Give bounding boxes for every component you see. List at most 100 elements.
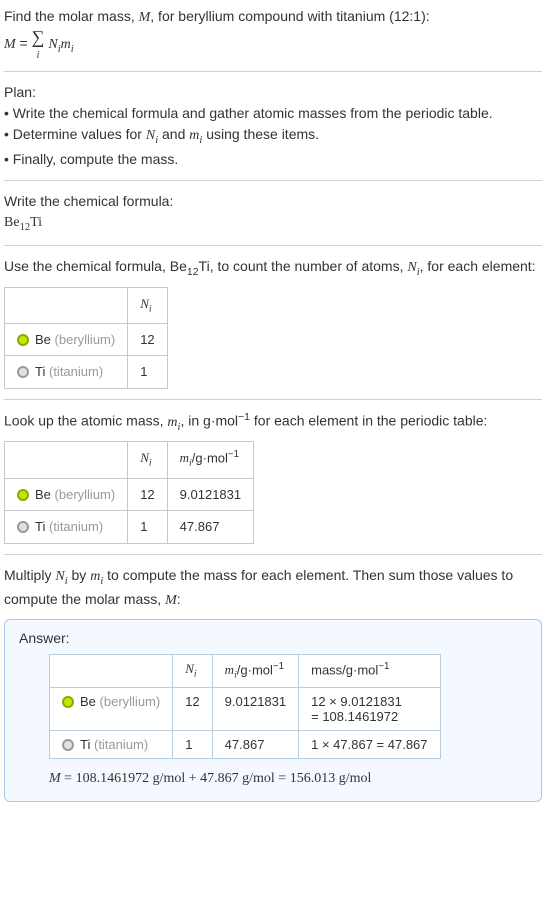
m-cell: 47.867: [167, 511, 253, 544]
ah-unit-exp: −1: [273, 661, 284, 672]
el-sym: Be: [80, 694, 96, 709]
element-dot-ti: [17, 521, 29, 533]
count-block: Use the chemical formula, Be12Ti, to cou…: [4, 256, 542, 389]
h-m-l: m: [180, 450, 189, 465]
plan2-m: mi: [189, 128, 202, 143]
count-N: Ni: [407, 260, 419, 275]
eq-N-letter: N: [48, 37, 57, 52]
count-pre: Use the chemical formula, Be: [4, 258, 187, 274]
n-cell: 1: [173, 731, 212, 759]
atomic-post: for each element in the periodic table:: [250, 413, 487, 429]
plan-title: Plan:: [4, 82, 542, 103]
table-header-row: Ni: [5, 287, 168, 323]
divider: [4, 399, 542, 400]
el-sym: Be: [35, 332, 51, 347]
ah-mass: mass/g·mol: [311, 662, 378, 677]
table-row: Be (beryllium) 12: [5, 323, 168, 356]
table-header-row: Ni mi/g·mol−1 mass/g·mol−1: [50, 655, 441, 688]
count-text: Use the chemical formula, Be12Ti, to cou…: [4, 256, 542, 281]
element-dot-be: [62, 696, 74, 708]
hdr-N-l: N: [140, 296, 149, 311]
formula-ti: Ti: [30, 215, 42, 230]
atomic-mid: , in g·mol: [180, 413, 238, 429]
divider: [4, 180, 542, 181]
hdr-N-s: i: [149, 303, 152, 314]
plan2-N-l: N: [146, 128, 155, 143]
atomic-m: mi: [167, 415, 180, 430]
sigma-symbol: ∑: [32, 27, 45, 47]
multiply-block: Multiply Ni by mi to compute the mass fo…: [4, 565, 542, 612]
divider: [4, 71, 542, 72]
plan2-and: and: [158, 126, 189, 142]
answer-label: Answer:: [19, 630, 527, 646]
el-sym: Ti: [35, 519, 45, 534]
element-dot-ti: [62, 739, 74, 751]
ah-N-l: N: [185, 661, 194, 676]
h-unit: /g·mol: [192, 450, 228, 465]
answer-table: Ni mi/g·mol−1 mass/g·mol−1 Be (beryllium…: [49, 654, 441, 759]
header-Ni: Ni: [128, 287, 167, 323]
m-cell: 9.0121831: [212, 688, 298, 731]
mult-m-l: m: [90, 569, 100, 584]
divider: [4, 554, 542, 555]
eq-mi: mi: [61, 37, 74, 52]
intro-text-post: , for beryllium compound with titanium (…: [150, 8, 429, 24]
ah-unit: /g·mol: [237, 662, 273, 677]
calc1: 12 × 9.0121831: [311, 694, 402, 709]
m-cell: 9.0121831: [167, 478, 253, 511]
ah-m-l: m: [225, 662, 234, 677]
mult-m: mi: [90, 569, 103, 584]
table-row: Ti (titanium) 1 47.867: [5, 511, 254, 544]
atomic-m-l: m: [167, 415, 177, 430]
n-cell: 1: [128, 356, 167, 389]
n-cell: 12: [173, 688, 212, 731]
atomic-text: Look up the atomic mass, mi, in g·mol−1 …: [4, 410, 542, 435]
atomic-table: Ni mi/g·mol−1 Be (beryllium) 12 9.012183…: [4, 441, 254, 544]
mult-pre: Multiply: [4, 567, 55, 583]
header-mi: mi/g·mol−1: [167, 442, 253, 479]
divider: [4, 245, 542, 246]
count-sub: 12: [187, 266, 199, 278]
eq-Ni: Ni: [48, 37, 60, 52]
plan-item-1: • Write the chemical formula and gather …: [4, 103, 542, 124]
mult-N: Ni: [55, 569, 67, 584]
element-cell: Be (beryllium): [5, 478, 128, 511]
intro-block: Find the molar mass, M, for beryllium co…: [4, 6, 542, 61]
n-cell: 12: [128, 478, 167, 511]
atomic-exp: −1: [238, 411, 250, 423]
mult-N-l: N: [55, 569, 64, 584]
plan-block: Plan: • Write the chemical formula and g…: [4, 82, 542, 170]
intro-M: M: [139, 10, 151, 25]
mult-colon: :: [177, 591, 181, 607]
count-table: Ni Be (beryllium) 12 Ti (titanium) 1: [4, 287, 168, 389]
element-dot-ti: [17, 366, 29, 378]
final-eq: = 108.1461972 g/mol + 47.867 g/mol = 156…: [61, 771, 372, 786]
write-formula-block: Write the chemical formula: Be12Ti: [4, 191, 542, 236]
header-Ni: Ni: [128, 442, 167, 479]
final-M: M: [49, 771, 61, 786]
eq-equals: =: [16, 35, 32, 51]
mult-M: M: [165, 593, 177, 608]
plan2-post: using these items.: [202, 126, 319, 142]
plan2-m-l: m: [189, 128, 199, 143]
el-sym: Ti: [80, 737, 90, 752]
plan-item-2: • Determine values for Ni and mi using t…: [4, 124, 542, 149]
atomic-pre: Look up the atomic mass,: [4, 413, 167, 429]
plan2-N: Ni: [146, 128, 158, 143]
el-sym: Ti: [35, 364, 45, 379]
element-dot-be: [17, 334, 29, 346]
eq-m-letter: m: [61, 37, 71, 52]
el-name: (beryllium): [55, 332, 116, 347]
eq-lhs: M: [4, 37, 16, 52]
h-unit-exp: −1: [228, 449, 239, 460]
eq-m-sub: i: [71, 44, 74, 55]
el-sym: Be: [35, 487, 51, 502]
n-cell: 1: [128, 511, 167, 544]
el-name: (beryllium): [55, 487, 116, 502]
sigma-index: i: [37, 50, 40, 61]
count-N-l: N: [407, 260, 416, 275]
h-N-s: i: [149, 458, 152, 469]
ah-N-s: i: [194, 669, 197, 680]
element-dot-be: [17, 489, 29, 501]
sigma: ∑i: [32, 28, 45, 61]
